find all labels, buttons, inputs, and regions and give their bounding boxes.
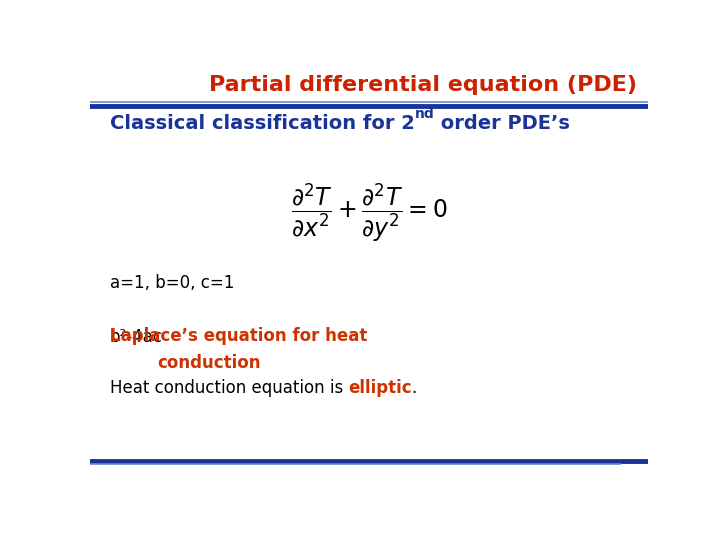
Text: elliptic: elliptic — [348, 379, 412, 397]
Text: a=1, b=0, c=1: a=1, b=0, c=1 — [109, 274, 234, 292]
Text: b²-4ac: b²-4ac — [109, 328, 163, 346]
Text: Heat conduction equation is: Heat conduction equation is — [109, 379, 348, 397]
Text: nd: nd — [415, 106, 434, 120]
Text: $\dfrac{\partial^2 T}{\partial x^2} + \dfrac{\partial^2 T}{\partial y^2} = 0$: $\dfrac{\partial^2 T}{\partial x^2} + \d… — [291, 181, 447, 244]
Text: Classical classification for 2: Classical classification for 2 — [109, 114, 415, 133]
Text: .: . — [412, 379, 417, 397]
Text: order PDE’s: order PDE’s — [434, 114, 570, 133]
Text: Laplace’s equation for heat: Laplace’s equation for heat — [109, 327, 367, 345]
Text: Partial differential equation (PDE): Partial differential equation (PDE) — [209, 75, 637, 94]
Text: conduction: conduction — [157, 354, 261, 372]
